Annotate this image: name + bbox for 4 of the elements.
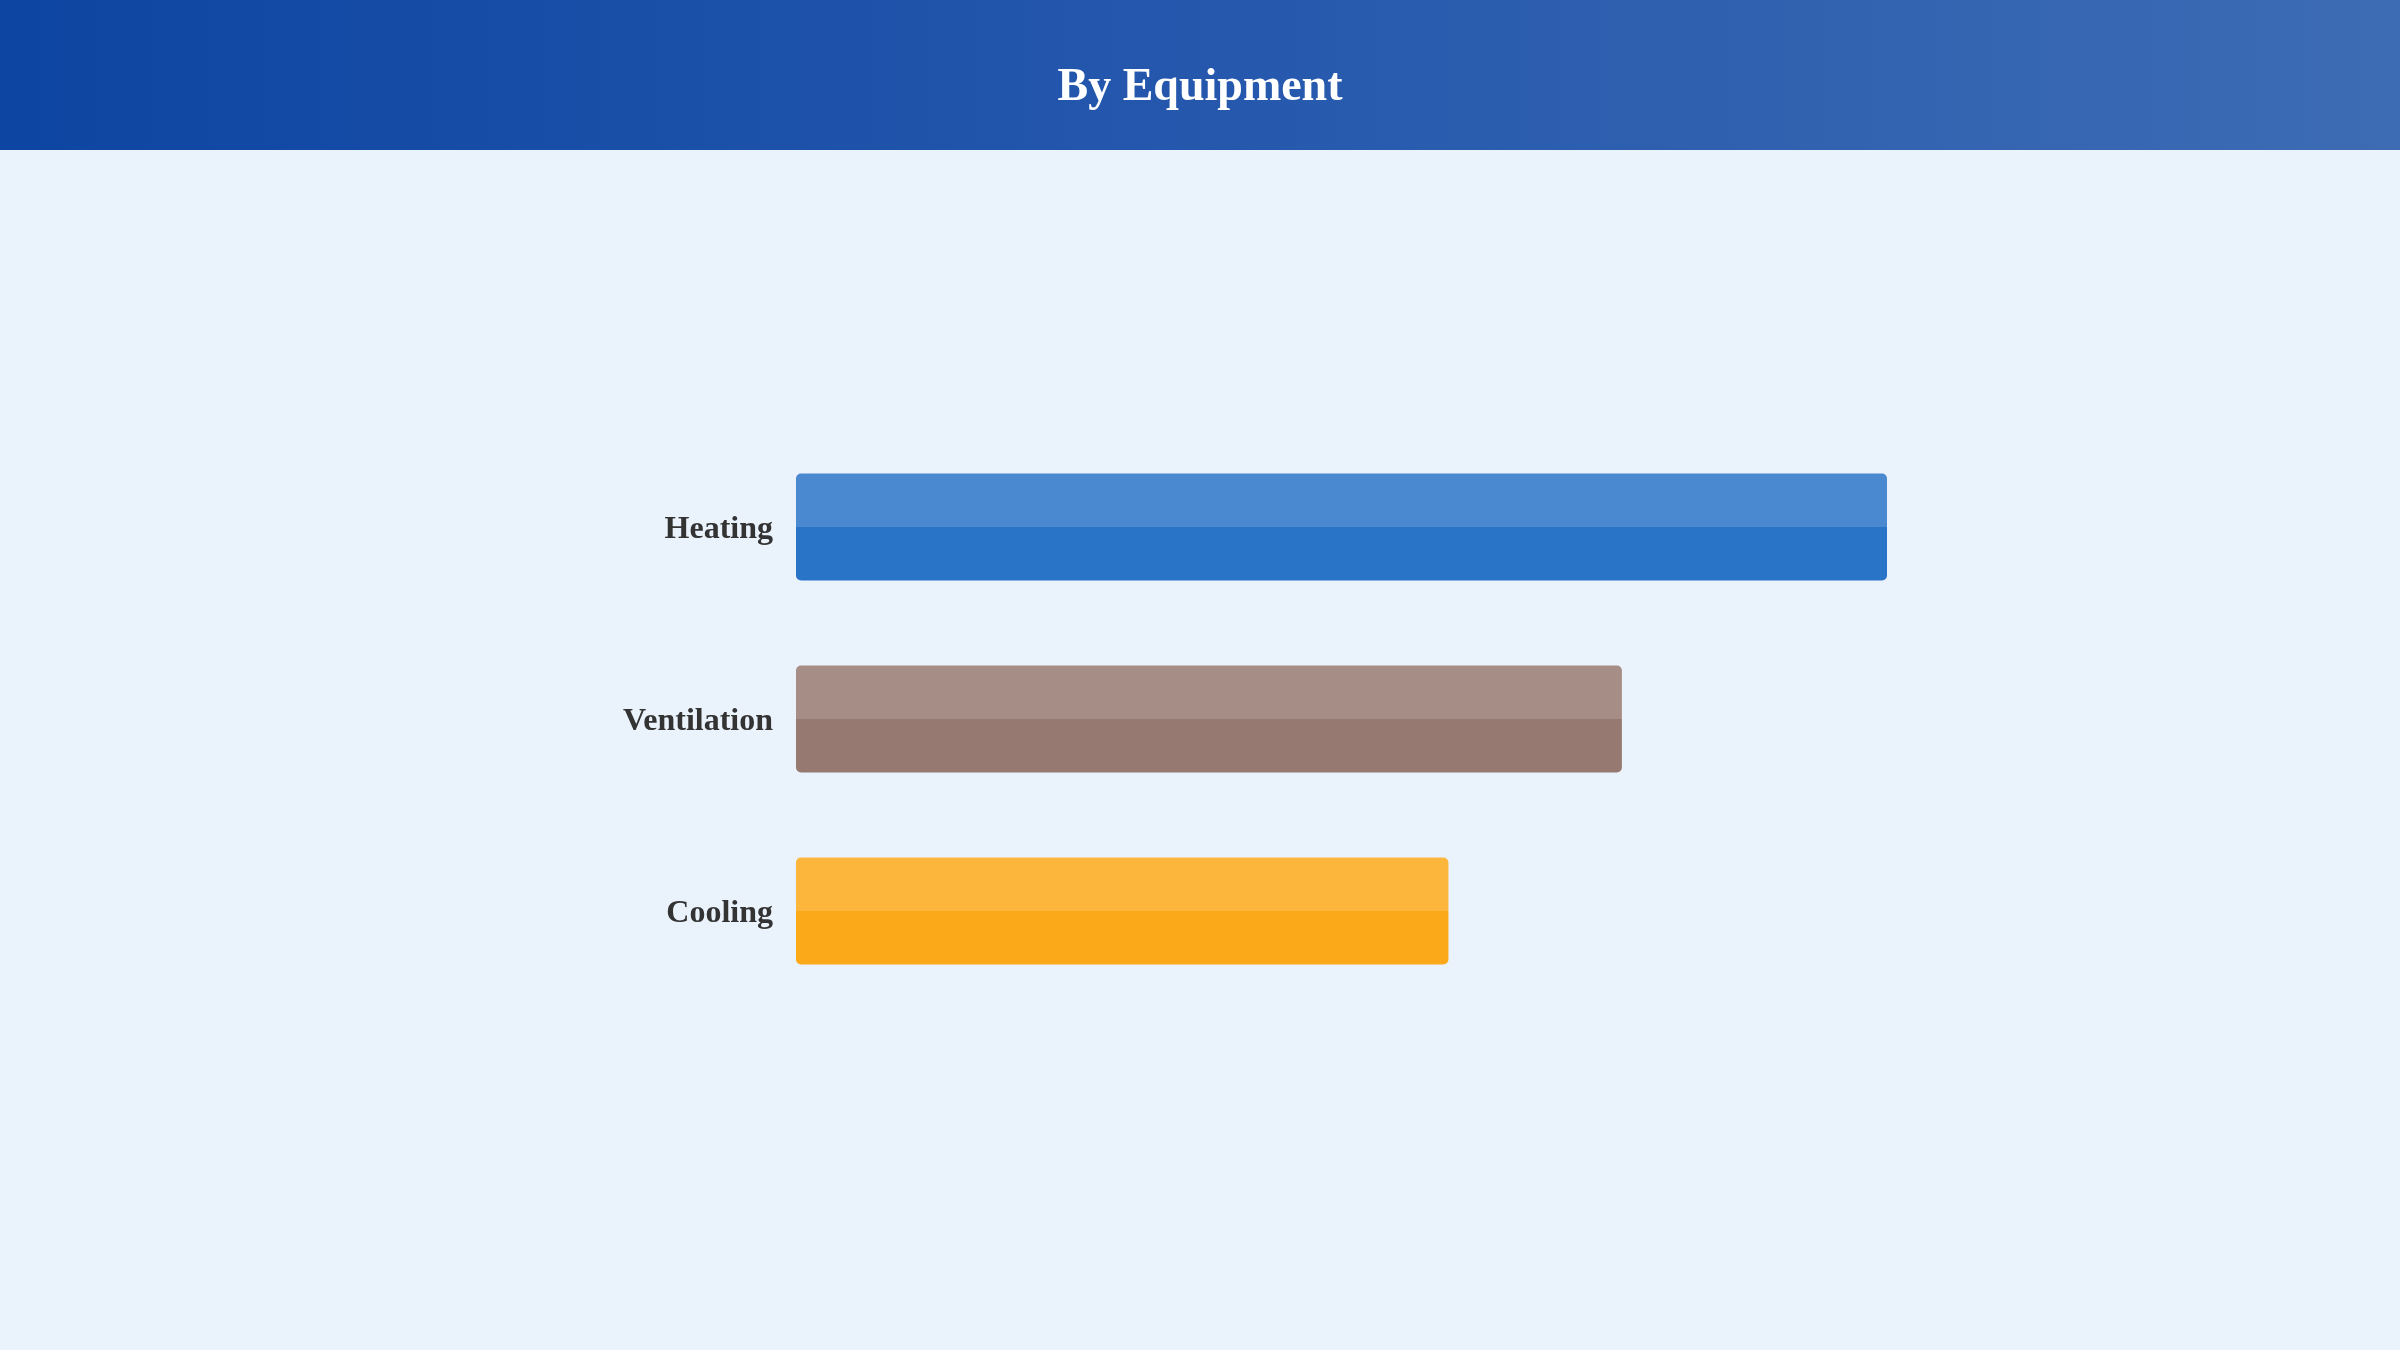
y-tick-label: Heating (664, 509, 773, 545)
y-tick-label: Ventilation (623, 701, 774, 737)
chart-title: By Equipment (1057, 58, 1344, 110)
y-tick-label: Cooling (666, 893, 773, 929)
